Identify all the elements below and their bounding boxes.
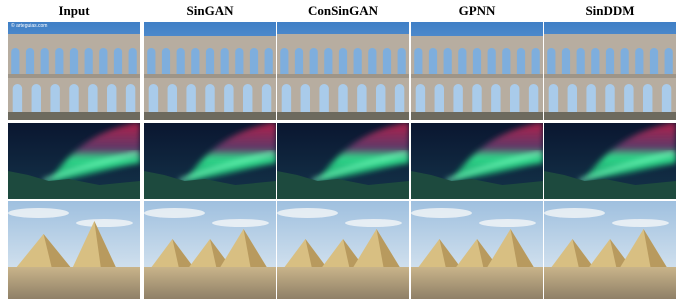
ledge	[544, 74, 676, 78]
arch	[414, 48, 422, 74]
arch	[280, 48, 288, 74]
cloud	[76, 219, 133, 227]
cloud	[144, 208, 205, 218]
arch	[41, 48, 49, 74]
arch	[265, 48, 273, 74]
arch	[177, 48, 185, 74]
cloud	[479, 219, 536, 227]
arch	[191, 48, 199, 74]
cloud	[411, 208, 472, 218]
image	[411, 123, 543, 199]
cloud	[277, 208, 338, 218]
arch	[114, 48, 122, 74]
image	[144, 201, 276, 299]
watermark: © arteguias.com	[11, 22, 47, 29]
page: Input SinGAN ConSinGAN GPNN SinDDM © arteguia…	[0, 0, 678, 299]
arch	[562, 48, 570, 74]
arch	[55, 48, 63, 74]
ground	[411, 112, 543, 120]
arch	[129, 48, 137, 74]
image	[8, 201, 140, 299]
image	[411, 201, 543, 299]
cloud	[544, 208, 605, 218]
arch	[517, 48, 525, 74]
arch	[70, 48, 78, 74]
ledge	[277, 74, 409, 78]
image	[411, 22, 543, 122]
image	[277, 22, 409, 120]
image	[8, 123, 140, 199]
arch	[85, 48, 93, 74]
column-header: ConSinGAN	[308, 3, 379, 18]
image	[144, 123, 276, 199]
arch	[235, 48, 243, 74]
arch	[221, 48, 229, 74]
ground	[277, 112, 409, 120]
arch	[577, 48, 585, 74]
arch	[429, 48, 437, 74]
arch	[665, 48, 673, 74]
arch	[206, 48, 214, 74]
image	[544, 22, 676, 120]
arch	[591, 48, 599, 74]
arch	[354, 48, 362, 74]
cloud	[612, 219, 669, 227]
arch	[502, 48, 510, 74]
ledge	[8, 74, 140, 78]
figure: Input SinGAN ConSinGAN GPNN SinDDM © arteguia…	[0, 0, 678, 299]
arch	[650, 48, 658, 74]
arch	[383, 48, 391, 74]
arch	[635, 48, 643, 74]
arch	[26, 48, 34, 74]
arch	[324, 48, 332, 74]
column-header: SinDDM	[585, 3, 634, 18]
arch	[162, 48, 170, 74]
ground	[411, 267, 543, 299]
ledge	[411, 74, 543, 78]
arch	[147, 48, 155, 74]
arch	[99, 48, 107, 74]
arch	[621, 48, 629, 74]
cloud	[345, 219, 402, 227]
arch	[532, 48, 540, 74]
ground	[8, 267, 140, 299]
ledge	[144, 74, 276, 78]
arch	[398, 48, 406, 74]
ground	[277, 267, 409, 299]
arch	[11, 48, 19, 74]
arch	[547, 48, 555, 74]
image	[277, 201, 409, 299]
arch	[339, 48, 347, 74]
ground	[8, 112, 140, 120]
image	[8, 22, 140, 120]
arch	[473, 48, 481, 74]
image	[144, 22, 276, 122]
image	[277, 123, 409, 199]
column-header: SinGAN	[187, 3, 235, 18]
arch	[250, 48, 258, 74]
arch	[295, 48, 303, 74]
ground	[544, 267, 676, 299]
image	[544, 123, 676, 199]
cloud	[212, 219, 269, 227]
cloud	[8, 208, 69, 218]
arch	[368, 48, 376, 74]
arch	[310, 48, 318, 74]
arch	[488, 48, 496, 74]
arch	[606, 48, 614, 74]
arch	[458, 48, 466, 74]
ground	[544, 112, 676, 120]
ground	[144, 112, 276, 120]
column-header: Input	[58, 3, 90, 18]
ground	[144, 267, 276, 299]
arch	[444, 48, 452, 74]
column-header: GPNN	[459, 3, 496, 18]
image	[544, 201, 676, 299]
